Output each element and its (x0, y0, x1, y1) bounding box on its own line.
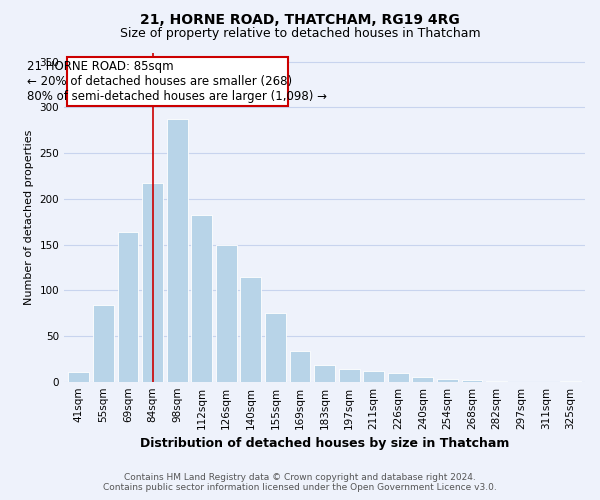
Bar (290, 350, 310, 382)
Bar (314, 365, 335, 382)
Bar (191, 216, 212, 382)
Bar (68, 372, 89, 382)
Bar (338, 369, 359, 382)
Bar (241, 278, 261, 382)
Bar (560, 381, 581, 382)
Text: 21, HORNE ROAD, THATCHAM, RG19 4RG: 21, HORNE ROAD, THATCHAM, RG19 4RG (140, 12, 460, 26)
Bar (412, 377, 433, 382)
Bar (437, 379, 458, 382)
Bar (216, 244, 237, 382)
Text: Contains HM Land Registry data © Crown copyright and database right 2024.
Contai: Contains HM Land Registry data © Crown c… (103, 473, 497, 492)
FancyBboxPatch shape (67, 57, 287, 106)
Bar (265, 313, 286, 382)
Bar (363, 370, 384, 382)
X-axis label: Distribution of detached houses by size in Thatcham: Distribution of detached houses by size … (140, 437, 509, 450)
Y-axis label: Number of detached properties: Number of detached properties (24, 130, 34, 305)
Bar (167, 120, 188, 382)
Bar (388, 374, 409, 382)
Text: 21 HORNE ROAD: 85sqm
← 20% of detached houses are smaller (268)
80% of semi-deta: 21 HORNE ROAD: 85sqm ← 20% of detached h… (27, 60, 327, 103)
Bar (486, 381, 507, 382)
Text: Size of property relative to detached houses in Thatcham: Size of property relative to detached ho… (119, 28, 481, 40)
Bar (93, 305, 114, 382)
Bar (142, 184, 163, 382)
Bar (461, 380, 482, 382)
Bar (118, 232, 139, 382)
